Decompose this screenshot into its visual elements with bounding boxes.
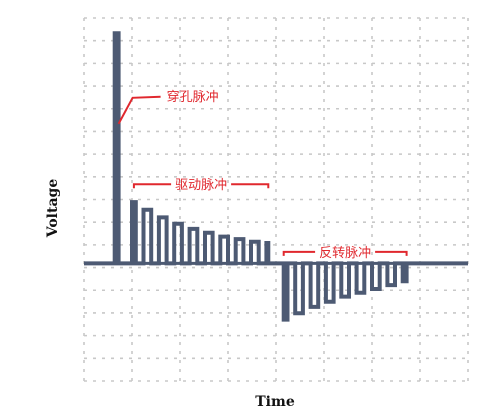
y-axis-label: Voltage [45,179,61,239]
drive-pulse-annotation-label: 驱动脉冲 [175,178,227,193]
x-axis-label: Time [255,394,295,410]
reverse-pulse-annotation-label: 反转脉冲 [319,246,371,261]
grid [83,17,469,382]
drive-pulse-annotation-bracket [132,183,270,189]
pierce-pulse-annotation-label: 穿孔脉冲 [167,89,219,105]
pulse-waveform-series [84,31,468,322]
reverse-pulse-annotation-bracket [282,250,408,256]
pierce-pulse-annotation-line [117,95,161,125]
